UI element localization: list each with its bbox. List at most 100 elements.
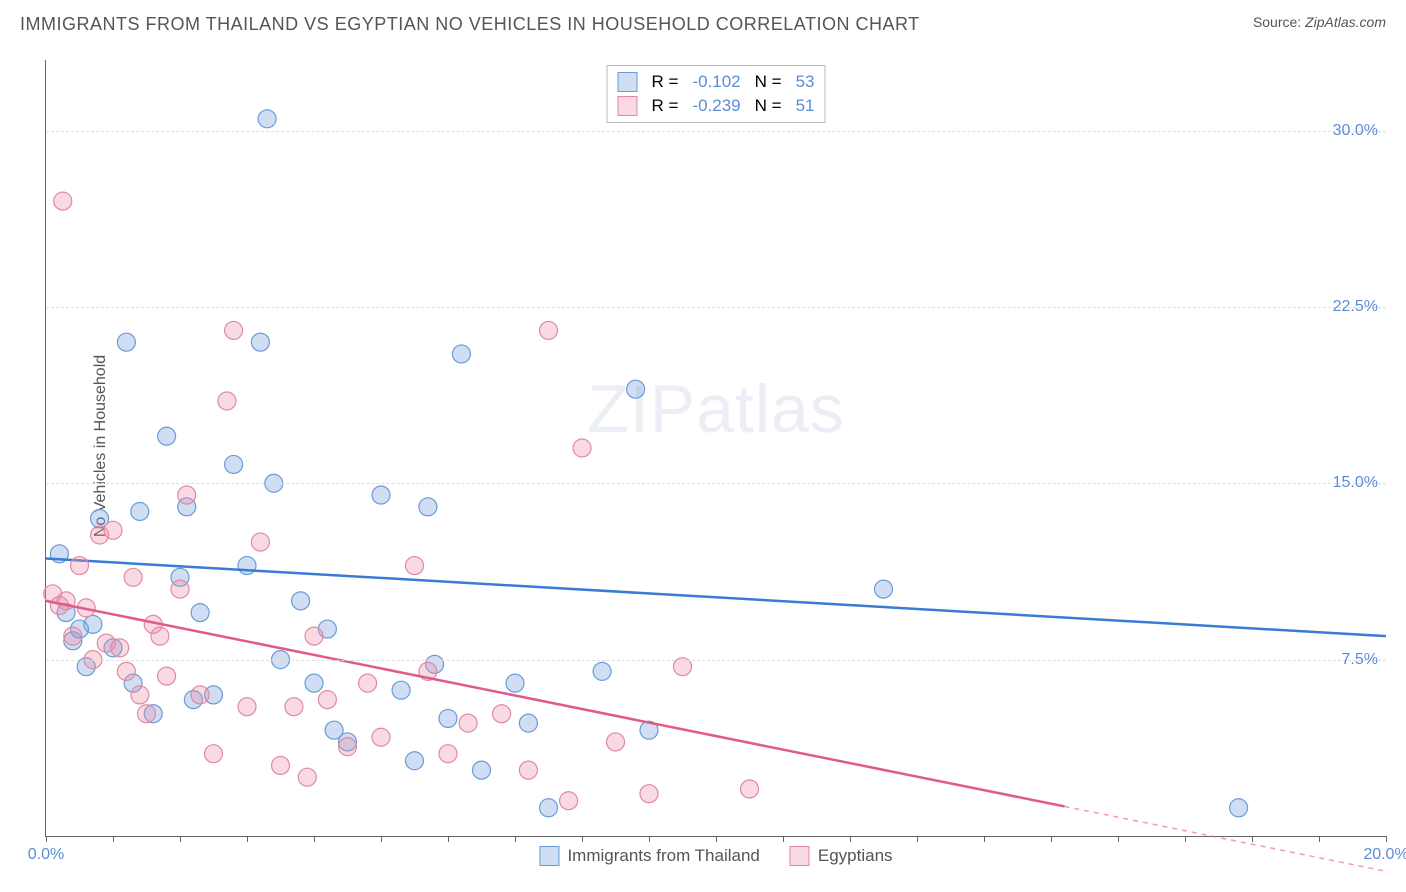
legend-swatch-0: [618, 72, 638, 92]
scatter-point: [459, 714, 477, 732]
scatter-point: [158, 667, 176, 685]
legend-series-label-1: Egyptians: [818, 846, 893, 866]
scatter-point: [64, 627, 82, 645]
scatter-point: [1230, 799, 1248, 817]
scatter-point: [627, 380, 645, 398]
scatter-point: [151, 627, 169, 645]
scatter-point: [359, 674, 377, 692]
trend-line-extrapolated: [1064, 806, 1386, 871]
scatter-point: [493, 705, 511, 723]
legend-stats-row-0: R = -0.102 N = 53: [618, 70, 815, 94]
r-label-0: R =: [652, 72, 679, 92]
scatter-point: [318, 691, 336, 709]
trend-line: [46, 559, 1386, 637]
scatter-point: [251, 333, 269, 351]
scatter-point: [292, 592, 310, 610]
scatter-point: [285, 698, 303, 716]
scatter-point: [238, 698, 256, 716]
x-tick-mark: [984, 836, 985, 842]
gridline-h: [46, 483, 1386, 484]
scatter-point: [298, 768, 316, 786]
scatter-point: [225, 455, 243, 473]
x-tick-mark: [783, 836, 784, 842]
r-value-0: -0.102: [692, 72, 740, 92]
scatter-point: [131, 686, 149, 704]
x-tick-mark: [716, 836, 717, 842]
scatter-point: [138, 705, 156, 723]
x-tick-mark: [1319, 836, 1320, 842]
scatter-point: [439, 709, 457, 727]
x-tick-mark: [180, 836, 181, 842]
scatter-point: [305, 627, 323, 645]
scatter-point: [225, 321, 243, 339]
scatter-point: [54, 192, 72, 210]
n-label-1: N =: [755, 96, 782, 116]
scatter-point: [607, 733, 625, 751]
scatter-point: [205, 745, 223, 763]
gridline-h: [46, 131, 1386, 132]
scatter-point: [171, 580, 189, 598]
scatter-point: [251, 533, 269, 551]
scatter-point: [191, 604, 209, 622]
plot-area: ZIPatlas R = -0.102 N = 53 R = -0.239 N …: [45, 60, 1386, 837]
x-tick-mark: [113, 836, 114, 842]
y-tick-label: 7.5%: [1342, 651, 1378, 669]
legend-swatch-bottom-0: [539, 846, 559, 866]
x-tick-mark: [314, 836, 315, 842]
chart-title: IMMIGRANTS FROM THAILAND VS EGYPTIAN NO …: [20, 14, 920, 35]
x-tick-mark: [917, 836, 918, 842]
scatter-point: [419, 498, 437, 516]
source-label: Source:: [1253, 14, 1301, 30]
scatter-point: [593, 662, 611, 680]
legend-series-item-1: Egyptians: [790, 846, 893, 866]
scatter-point: [238, 557, 256, 575]
scatter-point: [372, 486, 390, 504]
chart-container: IMMIGRANTS FROM THAILAND VS EGYPTIAN NO …: [0, 0, 1406, 892]
scatter-point: [178, 486, 196, 504]
y-tick-label: 22.5%: [1333, 298, 1378, 316]
title-bar: IMMIGRANTS FROM THAILAND VS EGYPTIAN NO …: [0, 0, 1406, 35]
legend-swatch-bottom-1: [790, 846, 810, 866]
x-tick-mark: [1051, 836, 1052, 842]
scatter-point: [339, 738, 357, 756]
scatter-point: [117, 333, 135, 351]
scatter-point: [71, 557, 89, 575]
plot-svg: [46, 60, 1386, 836]
scatter-point: [540, 321, 558, 339]
scatter-point: [305, 674, 323, 692]
scatter-point: [519, 714, 537, 732]
legend-series-label-0: Immigrants from Thailand: [567, 846, 759, 866]
x-tick-mark: [381, 836, 382, 842]
x-tick-mark: [850, 836, 851, 842]
n-value-1: 51: [796, 96, 815, 116]
scatter-point: [111, 639, 129, 657]
scatter-point: [272, 756, 290, 774]
gridline-h: [46, 660, 1386, 661]
x-tick-mark: [1118, 836, 1119, 842]
scatter-point: [158, 427, 176, 445]
legend-stats: R = -0.102 N = 53 R = -0.239 N = 51: [607, 65, 826, 123]
scatter-point: [640, 785, 658, 803]
scatter-point: [560, 792, 578, 810]
n-value-0: 53: [796, 72, 815, 92]
scatter-point: [741, 780, 759, 798]
x-tick-mark: [1386, 836, 1387, 842]
scatter-point: [406, 752, 424, 770]
scatter-point: [372, 728, 390, 746]
scatter-point: [519, 761, 537, 779]
x-tick-mark: [448, 836, 449, 842]
scatter-point: [439, 745, 457, 763]
scatter-point: [124, 568, 142, 586]
x-tick-mark: [1185, 836, 1186, 842]
x-tick-mark: [46, 836, 47, 842]
scatter-point: [104, 521, 122, 539]
x-tick-mark: [582, 836, 583, 842]
x-tick-mark: [515, 836, 516, 842]
x-tick-mark: [247, 836, 248, 842]
x-tick-mark: [649, 836, 650, 842]
legend-stats-row-1: R = -0.239 N = 51: [618, 94, 815, 118]
scatter-point: [473, 761, 491, 779]
x-tick-label: 0.0%: [28, 846, 64, 864]
scatter-point: [573, 439, 591, 457]
source-attribution: Source: ZipAtlas.com: [1253, 14, 1386, 30]
